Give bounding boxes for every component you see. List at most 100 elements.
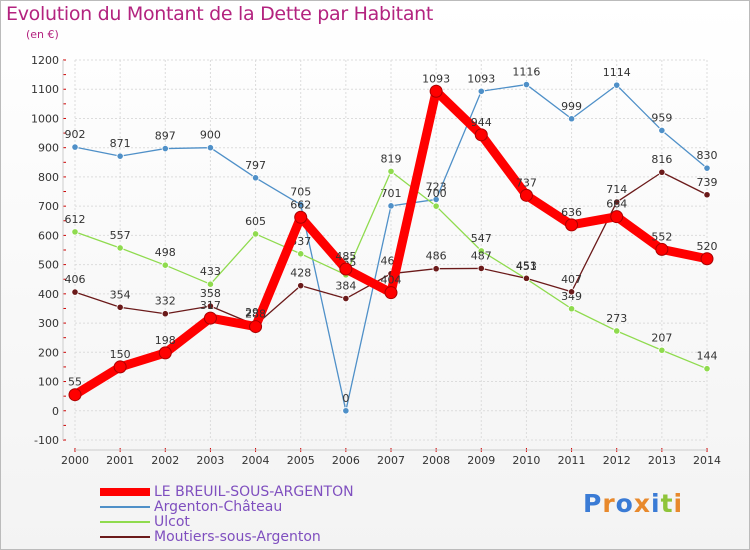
- data-label: 332: [155, 295, 176, 308]
- legend-item-breuil: LE BREUIL-SOUS-ARGENTON: [100, 484, 420, 500]
- data-label: 797: [245, 159, 266, 172]
- data-point: [474, 128, 488, 142]
- legend-swatch-ulcot: [100, 521, 150, 523]
- data-label: 664: [606, 198, 627, 211]
- y-tick-label: 400: [38, 288, 59, 301]
- data-point: [658, 346, 666, 354]
- data-point: [567, 288, 576, 296]
- data-label: 349: [561, 290, 582, 303]
- y-tick-label: 200: [38, 346, 59, 359]
- y-tick-label: 0: [52, 405, 59, 418]
- data-label: 944: [471, 116, 492, 129]
- data-point: [703, 365, 711, 373]
- y-tick-label: 1000: [31, 112, 59, 125]
- data-point: [249, 320, 263, 334]
- data-point: [161, 144, 169, 153]
- y-tick-label: 600: [38, 229, 59, 242]
- x-tick-label: 2009: [467, 454, 495, 467]
- y-tick-label: -100: [34, 434, 59, 447]
- data-label: 150: [110, 348, 131, 361]
- data-point: [161, 261, 169, 269]
- x-tick-label: 2013: [648, 454, 676, 467]
- data-point: [658, 168, 666, 176]
- data-label: 498: [155, 246, 176, 259]
- data-label: 547: [471, 232, 492, 245]
- y-tick-label: 1200: [31, 54, 59, 67]
- data-label: 451: [516, 260, 537, 273]
- data-point: [297, 201, 305, 209]
- data-point: [477, 87, 485, 95]
- legend-label-ulcot: Ulcot: [154, 514, 190, 530]
- y-tick-label: 100: [38, 376, 59, 389]
- data-label: 900: [200, 129, 221, 142]
- data-label: 902: [65, 128, 86, 141]
- data-label: 816: [651, 153, 672, 166]
- y-tick-label: 1100: [31, 83, 59, 96]
- data-point: [161, 310, 169, 318]
- data-label: 207: [651, 331, 672, 344]
- data-point: [655, 242, 669, 256]
- data-point: [297, 282, 305, 290]
- data-label: 358: [200, 287, 221, 300]
- data-label: 959: [651, 111, 672, 124]
- data-point: [342, 407, 350, 415]
- data-point: [387, 202, 395, 210]
- x-tick-label: 2002: [151, 454, 179, 467]
- data-label: 871: [110, 137, 131, 150]
- logo-letter: t: [660, 489, 674, 518]
- data-point: [206, 302, 215, 310]
- data-label: 317: [200, 299, 221, 312]
- logo-letter: o: [615, 489, 634, 518]
- data-point: [71, 143, 79, 151]
- data-label: 0: [342, 392, 349, 405]
- logo-letter: P: [583, 489, 603, 518]
- data-label: 354: [110, 288, 131, 301]
- logo-letter: i: [673, 489, 684, 518]
- data-point: [613, 327, 621, 335]
- proxiti-logo: Proxiti: [583, 489, 683, 518]
- data-label: 701: [381, 187, 402, 200]
- data-label: 407: [561, 273, 582, 286]
- data-label: 739: [697, 176, 718, 189]
- data-label: 605: [245, 215, 266, 228]
- data-label: 662: [290, 198, 311, 211]
- data-label: 999: [561, 100, 582, 113]
- legend-label-breuil: LE BREUIL-SOUS-ARGENTON: [154, 484, 354, 500]
- data-label: 705: [290, 186, 311, 199]
- data-label: 897: [155, 130, 176, 143]
- data-point: [71, 228, 79, 236]
- x-tick-label: 2005: [287, 454, 315, 467]
- data-point: [158, 346, 172, 360]
- data-label: 1093: [422, 72, 450, 85]
- chart-subtitle: (en €): [26, 28, 59, 41]
- data-point: [203, 311, 217, 325]
- x-tick-label: 2007: [377, 454, 405, 467]
- data-point: [297, 250, 305, 258]
- data-point: [116, 303, 124, 311]
- data-point: [113, 360, 127, 374]
- data-label: 288: [245, 308, 266, 321]
- data-label: 433: [200, 265, 221, 278]
- legend-swatch-breuil: [100, 488, 150, 496]
- data-point: [251, 174, 260, 182]
- data-label: 1114: [603, 66, 631, 79]
- legend-item-argenton: Argenton-Château: [100, 499, 420, 515]
- data-point: [294, 210, 308, 224]
- data-point: [387, 167, 395, 175]
- data-label: 428: [290, 267, 311, 280]
- data-point: [703, 191, 711, 199]
- data-label: 612: [65, 213, 86, 226]
- data-point: [251, 230, 260, 238]
- data-point: [477, 264, 485, 273]
- legend-swatch-argenton: [100, 506, 150, 508]
- data-point: [610, 210, 624, 224]
- data-label: 1093: [467, 72, 495, 85]
- x-tick-label: 2004: [242, 454, 270, 467]
- data-point: [522, 274, 531, 282]
- x-tick-label: 2012: [603, 454, 631, 467]
- data-label: 198: [155, 334, 176, 347]
- x-tick-label: 2000: [61, 454, 89, 467]
- x-tick-label: 2008: [422, 454, 450, 467]
